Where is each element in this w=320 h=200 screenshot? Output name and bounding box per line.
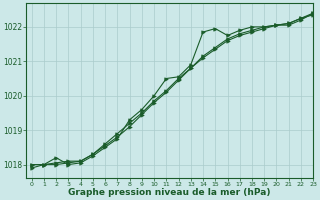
X-axis label: Graphe pression niveau de la mer (hPa): Graphe pression niveau de la mer (hPa) (68, 188, 271, 197)
